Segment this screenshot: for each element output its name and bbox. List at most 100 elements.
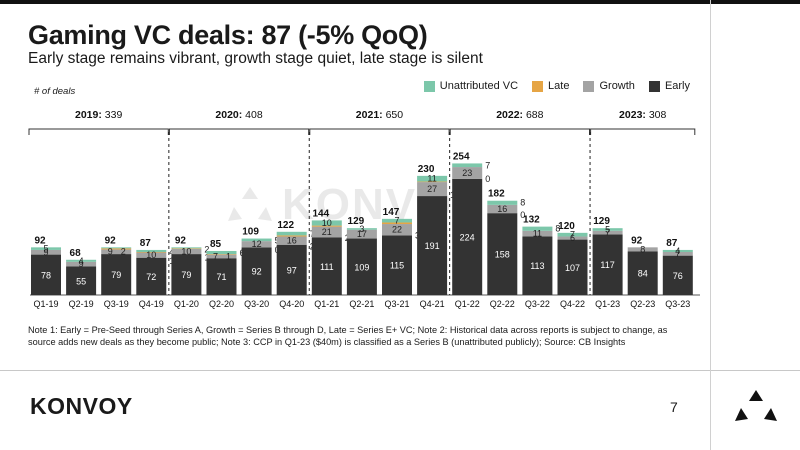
- data-label-unattributed: 5: [605, 224, 610, 234]
- bar-segment-early: [311, 237, 342, 295]
- data-label-unattributed: 4: [675, 246, 680, 256]
- year-label: 2019:: [75, 109, 102, 121]
- year-total-label: 2019: 339: [75, 109, 122, 121]
- bar-segment-growth: [592, 230, 623, 235]
- x-tick-label: Q4-19: [139, 299, 164, 309]
- bar-segment-growth: [627, 247, 658, 252]
- legend-item-growth: Growth: [583, 80, 635, 92]
- data-label-total: 85: [210, 239, 222, 250]
- data-label-growth: 9: [79, 259, 84, 269]
- bar-segment-late: [136, 252, 167, 253]
- bar-segment-unattributed: [522, 226, 553, 231]
- x-tick-label: Q4-20: [279, 299, 304, 309]
- chart-legend: Unattributed VC Late Growth Early: [423, 80, 690, 92]
- data-label-growth: 27: [427, 184, 437, 194]
- x-tick-label: Q3-21: [384, 299, 409, 309]
- bar-segment-growth: [206, 254, 237, 259]
- bar-segment-unattributed: [487, 200, 518, 205]
- bar-segment-unattributed: [101, 247, 132, 249]
- x-tick-label: Q1-21: [314, 299, 339, 309]
- data-label-total: 92: [34, 235, 46, 246]
- legend-label-early: Early: [664, 80, 690, 92]
- data-label-late: 0: [485, 174, 490, 184]
- bar-segment-growth: [522, 230, 553, 237]
- data-label-early: 224: [460, 232, 475, 242]
- bar-segment-unattributed: [241, 238, 272, 242]
- bar-segment-growth: [101, 249, 132, 255]
- data-label-total: 230: [418, 164, 435, 175]
- bar-segment-early: [487, 213, 518, 295]
- data-label-early: 76: [673, 271, 683, 281]
- year-bracket: [449, 128, 590, 135]
- data-label-early: 97: [287, 265, 297, 275]
- year-total: 408: [242, 109, 263, 121]
- bar-segment-growth: [136, 252, 167, 258]
- bar-segment-unattributed: [592, 228, 623, 231]
- year-label: 2023:: [619, 109, 646, 121]
- data-label-unattributed: 7: [394, 216, 399, 226]
- year-total: 650: [383, 109, 404, 121]
- bar-segment-growth: [487, 204, 518, 214]
- data-label-growth: 11: [533, 229, 542, 239]
- x-tick-label: Q2-21: [349, 299, 374, 309]
- data-label-early: 109: [354, 262, 369, 272]
- year-total-label: 2021: 650: [356, 109, 403, 121]
- bar-segment-growth: [557, 236, 588, 240]
- data-label-growth: 22: [392, 225, 402, 235]
- data-label-late: 0: [520, 210, 525, 220]
- legend-label-growth: Growth: [599, 80, 635, 92]
- x-tick-label: Q3-23: [665, 299, 690, 309]
- bar-segment-early: [627, 251, 658, 295]
- data-label-total: 129: [593, 216, 610, 227]
- year-total-label: 2023: 308: [619, 109, 666, 121]
- data-label-late: 1: [226, 251, 231, 261]
- bar-segment-growth: [31, 249, 61, 255]
- bar-segment-unattributed: [452, 163, 483, 168]
- bar-segment-early: [452, 178, 483, 295]
- year-total-label: 2022: 688: [496, 109, 543, 121]
- data-label-early: 71: [216, 272, 226, 282]
- legend-label-unattributed: Unattributed VC: [439, 80, 519, 92]
- data-label-total: 254: [453, 151, 470, 162]
- stacked-bar-chart: 2019: 339 2020: 408 2021: 650 2022: 688 2023…: [28, 109, 700, 309]
- data-label-early: 84: [638, 269, 648, 279]
- bar-segment-early: [382, 235, 412, 295]
- data-label-growth: 9: [43, 247, 48, 257]
- x-tick-label: Q3-19: [104, 299, 129, 309]
- footnotes: Note 1: Early = Pre-Seed through Series …: [28, 325, 668, 347]
- data-label-growth: 6: [570, 233, 575, 243]
- bar-segment-early: [557, 239, 588, 295]
- data-label-total: 92: [631, 235, 643, 246]
- data-label-unattributed: 8: [555, 224, 560, 234]
- bar-segment-early: [206, 258, 237, 295]
- data-label-total: 132: [523, 215, 540, 226]
- bar-segment-early: [522, 236, 553, 295]
- bar-segment-unattributed: [662, 249, 693, 253]
- year-label: 2021:: [356, 109, 383, 121]
- bar-segment-unattributed: [417, 175, 448, 182]
- year-total-label: 2020: 408: [215, 109, 262, 121]
- bar-segment-growth: [452, 167, 483, 179]
- data-label-total: 129: [348, 216, 365, 227]
- x-tick-label: Q1-23: [595, 299, 620, 309]
- data-label-unattributed: 3: [359, 224, 364, 234]
- footer-divider: [0, 370, 800, 371]
- legend-item-late: Late: [532, 80, 569, 92]
- x-tick-label: Q1-19: [33, 299, 58, 309]
- year-total: 688: [523, 109, 544, 121]
- legend-item-unattributed: Unattributed VC: [423, 80, 519, 92]
- bar-segment-growth: [417, 182, 448, 197]
- konvoy-logo: KONVOY: [30, 393, 133, 419]
- data-label-total: 122: [277, 220, 294, 231]
- year-label: 2022:: [496, 109, 523, 121]
- x-tick-label: Q3-22: [525, 299, 550, 309]
- legend-item-early: Early: [648, 80, 690, 92]
- x-tick-label: Q3-20: [244, 299, 269, 309]
- y-unit-note: # of deals: [34, 86, 76, 97]
- x-tick-label: Q1-22: [455, 299, 480, 309]
- year-bracket: [309, 128, 450, 135]
- data-label-early: 113: [530, 261, 544, 271]
- bar-segment-growth: [276, 236, 307, 245]
- bar-segment-unattributed: [311, 220, 342, 226]
- data-label-unattributed: 2: [204, 244, 209, 254]
